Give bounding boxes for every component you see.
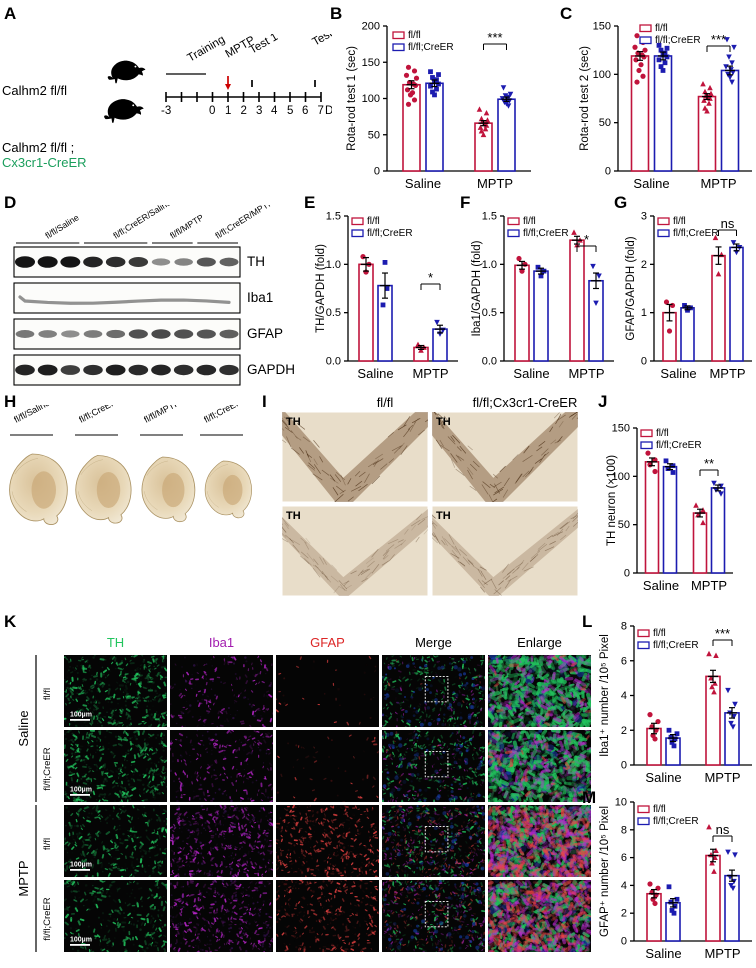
svg-text:fl/fl;CreER: fl/fl;CreER: [523, 228, 569, 239]
svg-text:Saline: Saline: [633, 176, 669, 191]
svg-text:0.0: 0.0: [482, 356, 497, 368]
svg-text:1.0: 1.0: [326, 259, 341, 271]
svg-text:1: 1: [225, 105, 231, 117]
svg-text:fl/fl: fl/fl: [656, 428, 669, 439]
svg-text:Iba1/GAPDH (fold): Iba1/GAPDH (fold): [471, 240, 483, 336]
svg-text:fl/fl/Saline: fl/fl/Saline: [43, 212, 80, 241]
svg-text:fl/fl/MPTP: fl/fl/MPTP: [142, 405, 181, 425]
svg-text:fl/fl/Saline: fl/fl/Saline: [12, 405, 51, 425]
svg-text:0.0: 0.0: [326, 356, 341, 368]
svg-text:6: 6: [302, 105, 308, 117]
svg-text:fl/fl: fl/fl: [655, 23, 668, 34]
svg-text:Day: Day: [325, 105, 332, 117]
svg-text:1.5: 1.5: [326, 211, 341, 223]
svg-text:Rota-rod test 2 (sec): Rota-rod test 2 (sec): [579, 46, 591, 151]
svg-text:MPTP: MPTP: [477, 176, 513, 191]
svg-text:7: 7: [318, 105, 324, 117]
svg-text:3: 3: [641, 211, 647, 223]
svg-text:0: 0: [641, 356, 647, 368]
svg-text:*: *: [428, 270, 433, 285]
svg-text:fl/fl;CreER/MPTP: fl/fl;CreER/MPTP: [202, 405, 267, 425]
svg-text:fl/fl;CreER: fl/fl;CreER: [673, 228, 719, 239]
svg-text:50: 50: [618, 519, 630, 531]
svg-text:GAPDH: GAPDH: [247, 362, 295, 377]
svg-text:Saline: Saline: [660, 366, 696, 381]
svg-text:MPTP: MPTP: [568, 366, 604, 381]
svg-text:fl/fl: fl/fl: [523, 216, 536, 227]
svg-text:3: 3: [256, 105, 262, 117]
svg-text:fl/fl/MPTP: fl/fl/MPTP: [168, 212, 205, 241]
svg-text:fl/fl: fl/fl: [408, 30, 421, 41]
svg-text:0: 0: [374, 166, 380, 178]
svg-text:fl/fl;CreER: fl/fl;CreER: [367, 228, 413, 239]
svg-text:0: 0: [605, 166, 611, 178]
svg-text:Saline: Saline: [405, 176, 441, 191]
svg-text:Test 2: Test 2: [311, 34, 333, 49]
svg-text:***: ***: [487, 30, 502, 45]
svg-text:100: 100: [593, 69, 611, 81]
svg-text:4: 4: [271, 105, 278, 117]
svg-text:GFAP: GFAP: [310, 635, 345, 650]
svg-text:fl/fl;CreER: fl/fl;CreER: [656, 440, 702, 451]
svg-text:100µm: 100µm: [70, 712, 92, 719]
svg-text:TH: TH: [436, 510, 451, 522]
svg-text:TH/GAPDH (fold): TH/GAPDH (fold): [315, 244, 327, 333]
svg-text:0.5: 0.5: [326, 307, 341, 319]
svg-text:1.0: 1.0: [482, 259, 497, 271]
svg-text:1.5: 1.5: [482, 211, 497, 223]
svg-text:ns: ns: [721, 216, 735, 231]
svg-text:Training: Training: [186, 34, 228, 65]
svg-text:TH neuron (×100): TH neuron (×100): [606, 455, 618, 546]
svg-text:-3: -3: [161, 105, 171, 117]
svg-text:Iba1: Iba1: [209, 635, 234, 650]
svg-text:150: 150: [362, 57, 380, 69]
svg-text:TH: TH: [107, 635, 124, 650]
svg-text:5: 5: [287, 105, 293, 117]
svg-text:200: 200: [362, 21, 380, 33]
svg-text:Rota-rod test 1 (sec): Rota-rod test 1 (sec): [346, 46, 358, 151]
svg-text:150: 150: [593, 21, 611, 33]
svg-text:fl/fl: fl/fl: [42, 838, 53, 850]
svg-text:MPTP: MPTP: [412, 366, 448, 381]
svg-text:100: 100: [362, 93, 380, 105]
svg-text:TH: TH: [286, 510, 301, 522]
svg-text:50: 50: [599, 117, 611, 129]
svg-text:GFAP/GAPDH (fold): GFAP/GAPDH (fold): [625, 236, 637, 340]
svg-text:fl/fl;CreER/Saline: fl/fl;CreER/Saline: [77, 405, 142, 425]
svg-text:150: 150: [612, 423, 630, 435]
svg-text:fl/fl;CreER: fl/fl;CreER: [655, 35, 701, 46]
svg-text:TH: TH: [436, 416, 451, 428]
svg-text:2: 2: [241, 105, 247, 117]
svg-text:***: ***: [711, 32, 726, 47]
svg-text:2: 2: [641, 259, 647, 271]
svg-text:MPTP: MPTP: [691, 578, 727, 593]
svg-text:0: 0: [209, 105, 215, 117]
svg-text:*: *: [584, 232, 589, 247]
svg-text:50: 50: [368, 129, 380, 141]
svg-text:Saline: Saline: [513, 366, 549, 381]
svg-text:fl/fl: fl/fl: [673, 216, 686, 227]
svg-text:fl/fl;CreER: fl/fl;CreER: [408, 42, 454, 53]
svg-text:0: 0: [624, 568, 630, 580]
svg-text:fl/fl;CreER/MPTP: fl/fl;CreER/MPTP: [213, 205, 275, 241]
svg-text:100µm: 100µm: [70, 787, 92, 794]
svg-text:GFAP: GFAP: [247, 326, 283, 341]
svg-text:TH: TH: [286, 416, 301, 428]
svg-text:MPTP: MPTP: [700, 176, 736, 191]
svg-text:fl/fl: fl/fl: [367, 216, 380, 227]
svg-text:fl/fl;CreER: fl/fl;CreER: [42, 747, 53, 790]
svg-text:fl/fl: fl/fl: [42, 688, 53, 700]
svg-text:TH: TH: [247, 254, 265, 269]
svg-text:1: 1: [641, 307, 647, 319]
svg-text:Enlarge: Enlarge: [517, 635, 562, 650]
svg-text:Saline: Saline: [643, 578, 679, 593]
svg-text:Merge: Merge: [415, 635, 452, 650]
svg-text:Iba1: Iba1: [247, 290, 273, 305]
svg-text:**: **: [704, 456, 714, 471]
svg-text:Saline: Saline: [357, 366, 393, 381]
svg-text:MPTP: MPTP: [709, 366, 745, 381]
svg-text:0.5: 0.5: [482, 307, 497, 319]
svg-text:fl/fl;CreER/Saline: fl/fl;CreER/Saline: [111, 205, 173, 241]
